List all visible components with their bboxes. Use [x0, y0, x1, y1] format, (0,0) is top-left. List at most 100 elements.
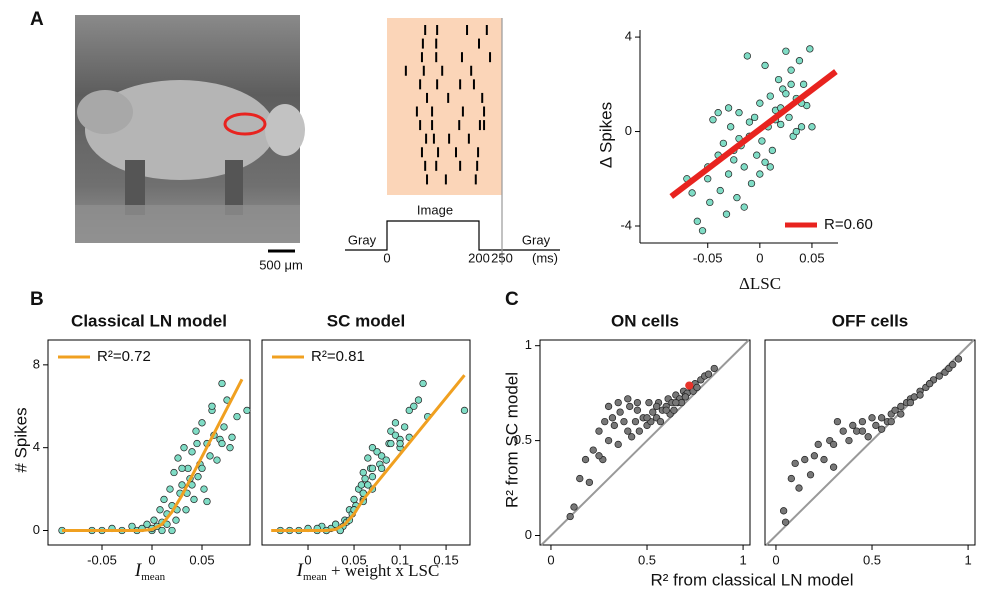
point	[614, 398, 622, 407]
point	[604, 402, 613, 411]
point	[681, 393, 690, 401]
x-tick-label: 1	[739, 552, 746, 567]
point	[192, 427, 200, 435]
point	[766, 163, 774, 171]
point	[649, 408, 657, 416]
point	[184, 464, 192, 473]
x-tick-label: 0	[547, 552, 554, 567]
point	[633, 406, 642, 414]
point	[364, 454, 372, 462]
y-axis-label: R² from SC model	[502, 372, 521, 508]
shore	[75, 205, 300, 243]
point	[787, 80, 795, 88]
point	[595, 427, 603, 435]
point	[753, 151, 761, 159]
point	[724, 104, 733, 112]
point	[581, 455, 590, 464]
stimulus-label: Gray	[522, 232, 551, 247]
y-tick-label: 0	[625, 123, 632, 138]
point	[795, 484, 803, 492]
point	[743, 52, 751, 60]
subplot-title: Classical LN model	[71, 311, 227, 330]
point	[698, 227, 707, 235]
y-tick-label: 8	[33, 356, 40, 371]
scale-bar-label: 500 μm	[259, 257, 303, 272]
point	[387, 427, 395, 435]
point	[608, 414, 617, 422]
point	[368, 473, 377, 481]
point	[858, 417, 867, 426]
point	[774, 75, 783, 84]
y-tick-label: 1	[525, 337, 532, 352]
y-tick-label: 4	[33, 439, 40, 454]
point	[740, 203, 748, 211]
point	[576, 474, 584, 483]
point	[243, 406, 251, 415]
point	[730, 156, 738, 164]
point	[166, 485, 174, 493]
point	[218, 439, 226, 448]
point	[645, 398, 653, 407]
panel-label: B	[30, 289, 44, 310]
point	[906, 398, 915, 407]
point	[419, 379, 427, 388]
subplot-title: OFF cells	[832, 311, 909, 330]
photo	[75, 15, 305, 253]
subplot-title: ON cells	[611, 311, 679, 330]
point	[688, 189, 696, 197]
point	[704, 370, 713, 378]
x-tick-label: 0	[772, 552, 779, 567]
plot-frame	[764, 339, 976, 546]
point	[820, 455, 828, 464]
raster-background	[387, 18, 502, 195]
x-axis-label-part: mean	[303, 571, 327, 583]
point	[777, 120, 785, 129]
point	[350, 495, 358, 504]
point	[791, 459, 799, 468]
point	[756, 170, 764, 178]
point	[620, 417, 628, 426]
point	[693, 217, 701, 225]
point	[747, 179, 756, 188]
point	[719, 139, 728, 147]
x-axis-label-part: mean	[141, 571, 165, 583]
point	[194, 473, 202, 481]
point	[382, 456, 390, 464]
point	[761, 61, 769, 70]
point	[935, 372, 943, 380]
legend-label: R²=0.72	[97, 348, 151, 365]
point	[405, 406, 413, 415]
point	[745, 118, 754, 126]
point	[172, 516, 180, 524]
x-tick-label: 250	[491, 250, 513, 265]
panel-label: C	[505, 289, 519, 310]
plot-frame	[47, 339, 251, 546]
y-tick-label: 0.5	[514, 432, 532, 447]
point	[662, 406, 670, 414]
point	[190, 495, 198, 504]
point	[156, 506, 164, 514]
x-tick-label: -0.05	[87, 552, 117, 567]
bear-leg	[125, 160, 145, 215]
plot-frame	[539, 339, 751, 546]
x-tick-label: 0	[383, 250, 390, 265]
point	[387, 439, 395, 448]
point	[799, 80, 808, 88]
x-tick-label: 0.05	[189, 552, 214, 567]
point	[792, 127, 800, 136]
y-tick-label: 0	[33, 522, 40, 537]
x-tick-label: 1	[964, 552, 971, 567]
point	[377, 464, 386, 473]
point	[633, 398, 642, 407]
point	[766, 92, 774, 100]
point	[833, 417, 842, 426]
point	[801, 455, 809, 464]
point	[877, 425, 886, 433]
point	[373, 448, 381, 456]
point	[706, 198, 714, 207]
point	[160, 495, 168, 504]
x-axis-label-part: I	[134, 560, 143, 581]
point	[626, 402, 634, 411]
point	[954, 355, 963, 363]
point	[733, 194, 741, 202]
